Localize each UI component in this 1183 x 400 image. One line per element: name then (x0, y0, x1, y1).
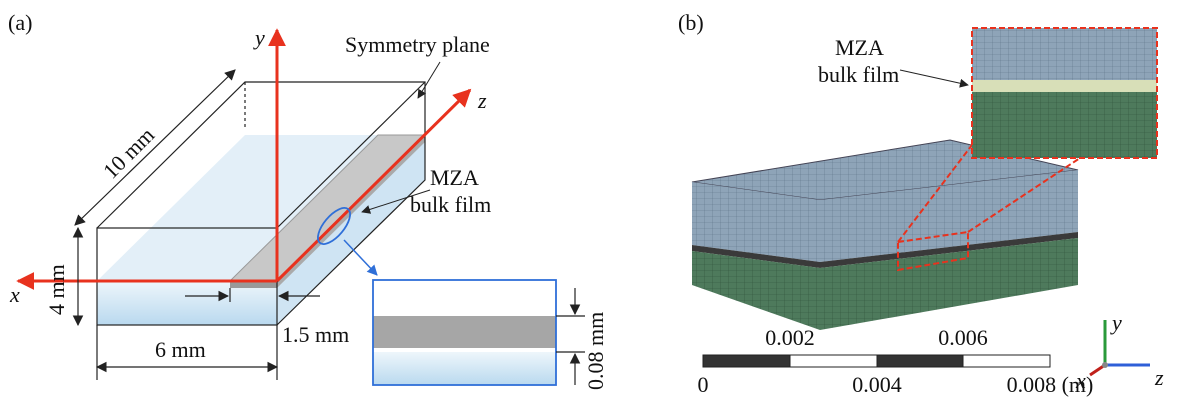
axis-label: z (477, 88, 487, 113)
scale-label: 0.004 (852, 372, 902, 397)
dimension-label: 6 mm (155, 337, 206, 362)
film-label: MZA (835, 35, 884, 60)
symmetry-plane-label: Symmetry plane (345, 32, 490, 57)
zoom-inset (373, 280, 556, 385)
panel-label: (a) (8, 10, 32, 35)
film-label: bulk film (818, 62, 899, 87)
dimension-label: 4 mm (44, 264, 69, 315)
axis-label: x (9, 282, 20, 307)
zoom-arrow (344, 240, 377, 275)
scale-label: 0 (698, 372, 709, 397)
panel-label: (b) (678, 10, 704, 35)
triad-label: z (1154, 365, 1164, 390)
dimension-label: 1.5 mm (282, 322, 349, 347)
figure: (a) x y z Symmetry plane MZA bulk film 1… (0, 0, 1183, 400)
dimension-label: 0.08 mm (583, 312, 608, 390)
triad-label: x (1075, 368, 1086, 393)
scale-label: 0.006 (938, 325, 988, 350)
mesh-block (692, 140, 1080, 330)
scale-label: 0.002 (765, 325, 815, 350)
film-label: bulk film (410, 192, 491, 217)
film-label: MZA (430, 165, 479, 190)
axis-label: y (253, 25, 265, 50)
pointer (418, 62, 440, 98)
scale-bar (703, 355, 1050, 367)
triad-label: y (1110, 310, 1122, 335)
pointer (900, 70, 968, 85)
mesh-inset (972, 28, 1157, 158)
